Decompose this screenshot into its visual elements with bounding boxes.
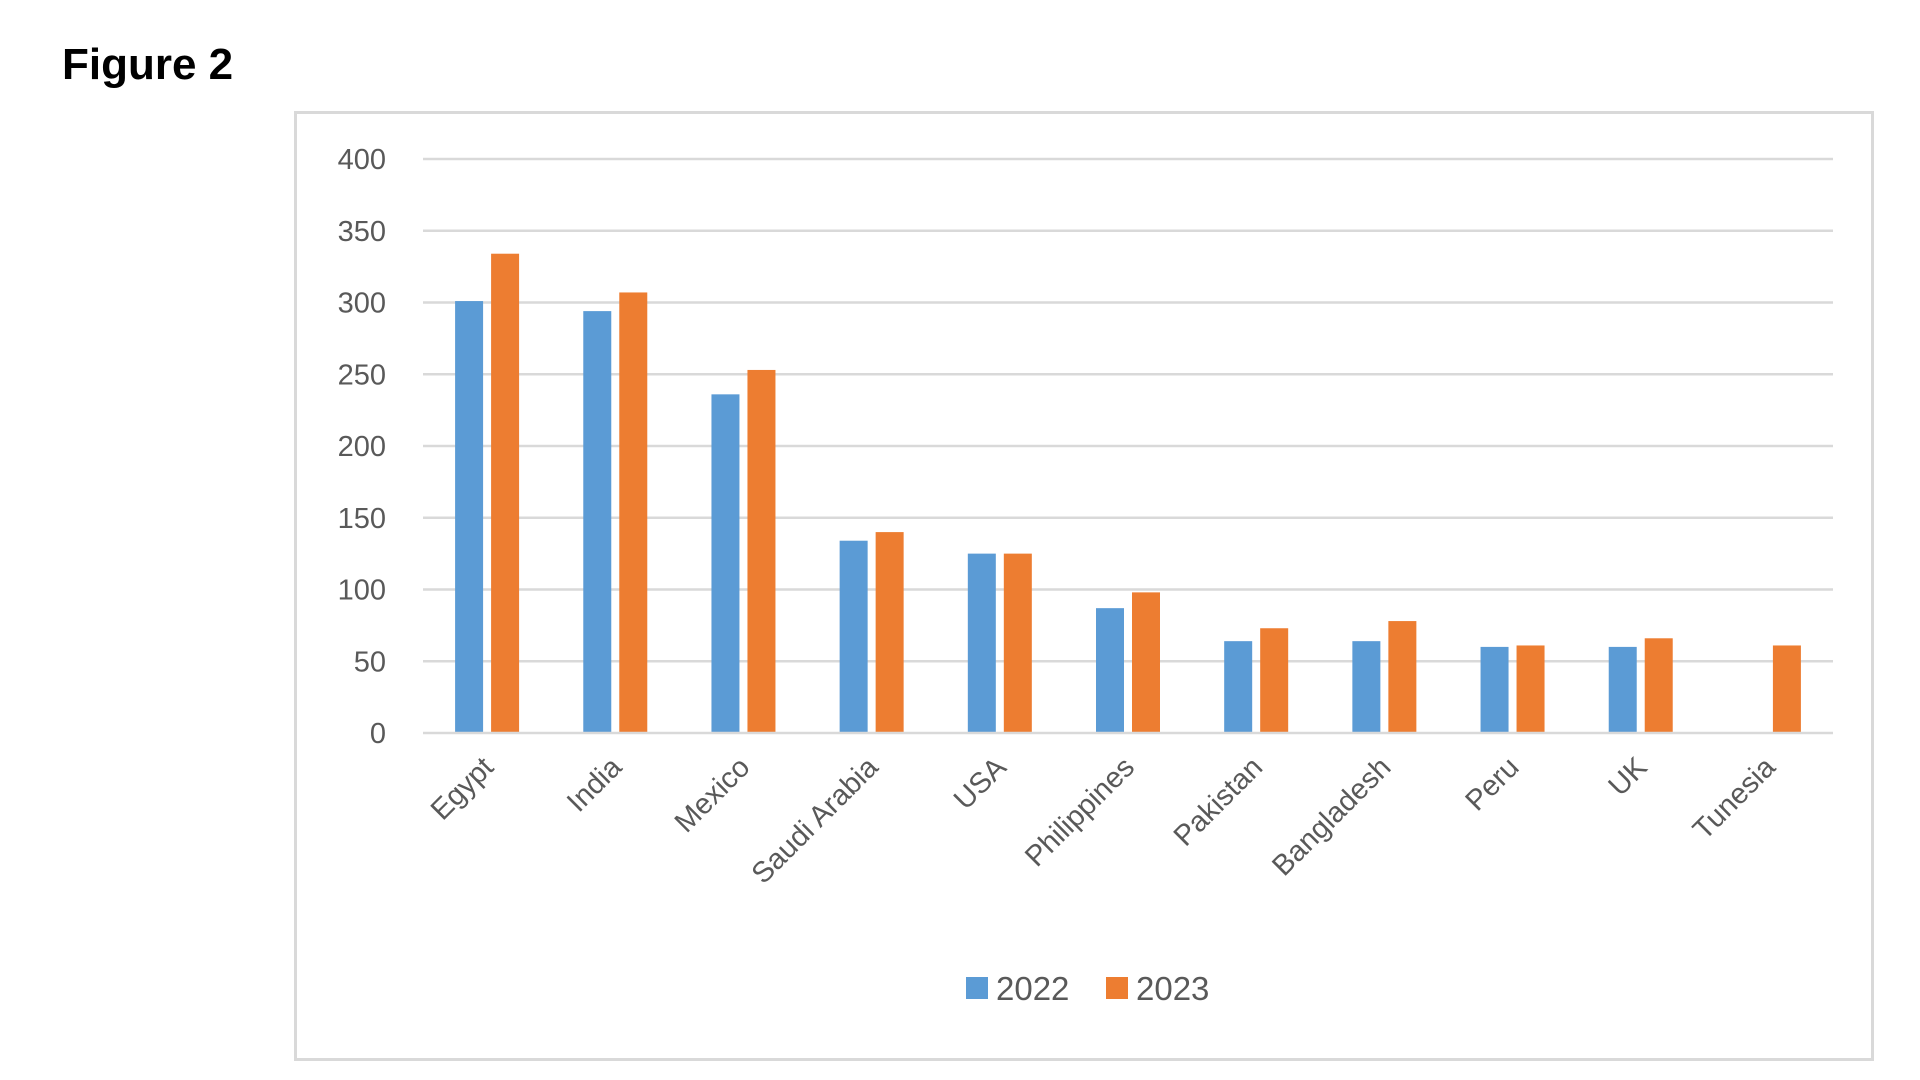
bars [455,253,1801,733]
x-category-label: Peru [1460,751,1526,817]
y-tick-label: 0 [370,718,386,750]
bar-egypt-2023 [491,253,520,733]
bar-egypt-2022 [455,301,484,733]
x-category-label: India [561,751,629,819]
bar-philippines-2022 [1096,608,1124,733]
bar-tunesia-2023 [1772,645,1801,733]
y-tick-label: 250 [338,359,386,391]
y-axis-tick-labels: 0 50 100 150 200 250 300 350 400 [338,144,386,750]
bar-uk-2023 [1644,638,1673,733]
bar-bangladesh-2022 [1352,641,1381,733]
x-category-label: Pakistan [1168,751,1269,852]
bar-pakistan-2023 [1260,628,1289,733]
legend-swatch-2022 [966,977,988,999]
x-category-label: UK [1603,751,1655,803]
bar-saudi-arabia-2023 [875,532,904,733]
legend-swatch-2023 [1106,977,1128,999]
chart-frame [294,111,1874,1061]
bar-mexico-2023 [747,369,776,733]
bar-india-2023 [619,292,648,733]
figure-heading: Figure 2 [62,40,234,89]
bar-pakistan-2022 [1224,641,1253,733]
x-category-label: Mexico [669,751,757,839]
bar-india-2022 [583,311,612,733]
x-category-label: Egypt [425,751,500,826]
y-tick-label: 400 [338,144,386,176]
x-category-label: USA [948,751,1013,816]
bar-peru-2022 [1480,646,1509,733]
bar-saudi-arabia-2022 [839,540,868,733]
y-tick-label: 50 [354,646,386,678]
bar-philippines-2023 [1132,592,1160,733]
bar-bangladesh-2023 [1388,621,1417,733]
legend-label-2022: 2022 [996,970,1069,1007]
x-category-label: Bangladesh [1266,751,1397,882]
x-category-label: Philippines [1019,751,1141,873]
legend-label-2023: 2023 [1136,970,1209,1007]
gridlines [423,157,1833,663]
bar-usa-2022 [967,553,996,733]
bar-peru-2023 [1516,645,1545,733]
y-tick-label: 100 [338,575,386,607]
bar-usa-2023 [1003,553,1032,733]
y-tick-label: 350 [338,216,386,248]
x-category-label: Saudi Arabia [746,751,886,891]
bar-uk-2022 [1608,646,1637,733]
legend: 2022 2023 [966,970,1209,1007]
y-tick-label: 200 [338,431,386,463]
bar-mexico-2022 [711,394,740,733]
x-category-label: Tunesia [1687,751,1782,846]
y-tick-label: 300 [338,288,386,320]
y-tick-label: 150 [338,503,386,535]
